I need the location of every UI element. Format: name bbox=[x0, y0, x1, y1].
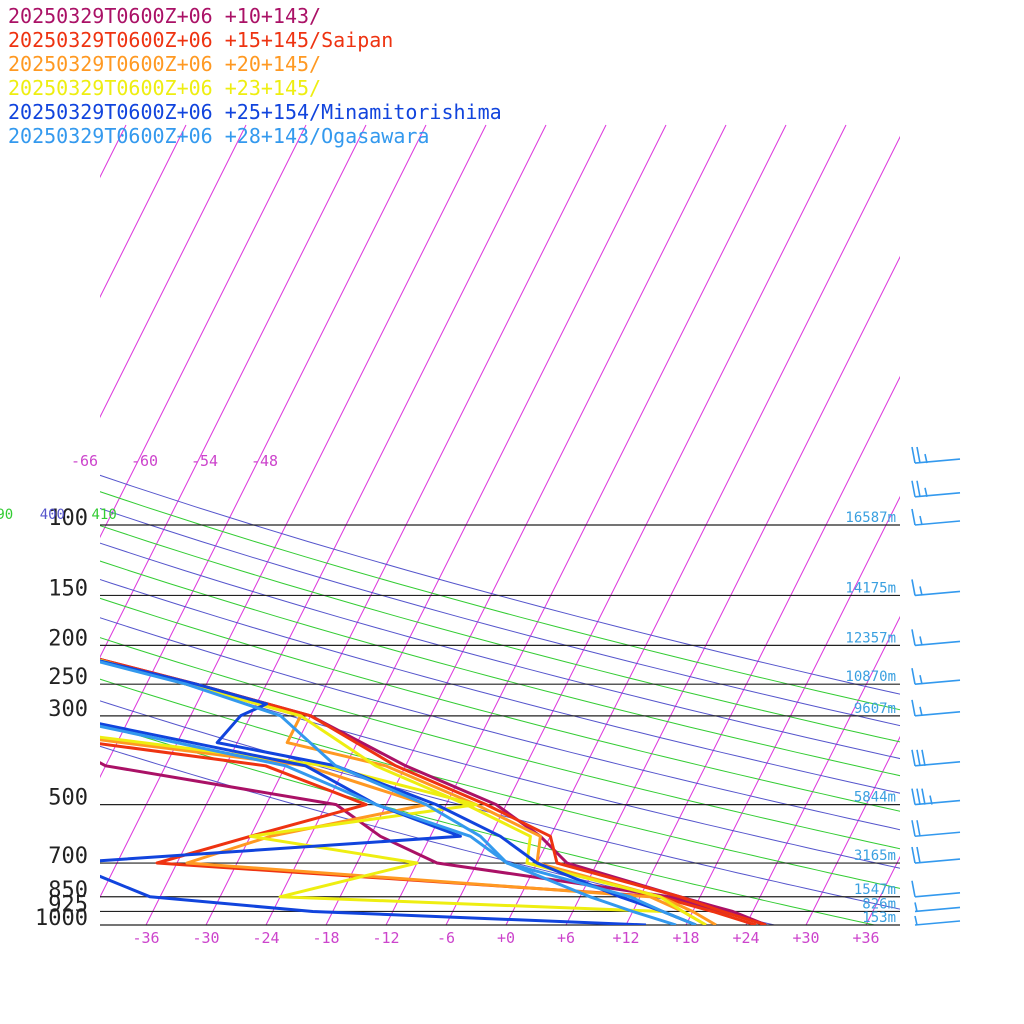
series-5-dewpoint-line bbox=[100, 724, 677, 925]
isotherm-line bbox=[0, 125, 6, 925]
dry-adiabat-line bbox=[100, 525, 900, 743]
dry-adiabat-line bbox=[100, 474, 900, 695]
wind-barb bbox=[911, 699, 961, 717]
wind-barb bbox=[911, 629, 961, 647]
height-label: 12357m bbox=[845, 630, 896, 646]
isotherm-line bbox=[100, 124, 247, 419]
height-label: 1547m bbox=[854, 882, 896, 898]
height-label: 14175m bbox=[845, 580, 896, 596]
pressure-label: 850 bbox=[48, 878, 88, 903]
series-2-temperature-line bbox=[100, 658, 717, 925]
series-4-dewpoint-line bbox=[100, 722, 647, 925]
legend-entry-0: 20250329T0600Z+06 +10+143/ bbox=[8, 4, 322, 28]
pressure-label: 925 bbox=[48, 892, 88, 917]
dry-adiabat-line bbox=[100, 507, 900, 727]
series-1-temperature-line bbox=[100, 657, 767, 925]
pressure-label: 1000 bbox=[35, 906, 88, 931]
legend: 20250329T0600Z+06 +10+143/ 20250329T0600… bbox=[8, 4, 502, 148]
isobar-lines bbox=[100, 524, 900, 926]
height-label: 16587m bbox=[845, 510, 896, 526]
isotherm-label: -54 bbox=[191, 452, 218, 470]
temperature-tick-label: +36 bbox=[852, 929, 879, 947]
dry-adiabat-line bbox=[100, 722, 877, 925]
wind-barbs bbox=[911, 446, 961, 926]
pressure-label: 500 bbox=[48, 786, 88, 811]
wind-barb bbox=[911, 446, 961, 464]
dry-adiabat-line bbox=[100, 597, 900, 812]
isotherm-line bbox=[986, 125, 1024, 925]
legend-entry-2: 20250329T0600Z+06 +20+145/ bbox=[8, 52, 322, 76]
dry-adiabat-line bbox=[100, 678, 900, 889]
temperature-tick-label: +6 bbox=[557, 929, 575, 947]
temperature-tick-label: +0 bbox=[497, 929, 515, 947]
pressure-label: 700 bbox=[48, 844, 88, 869]
height-label: 5844m bbox=[854, 790, 896, 806]
theta-label: 400 bbox=[40, 507, 65, 523]
dry-adiabat-line bbox=[100, 637, 900, 850]
isotherm-line bbox=[805, 735, 900, 925]
wind-barb bbox=[911, 880, 961, 898]
wind-barb bbox=[911, 846, 961, 864]
temperature-tick-label: +12 bbox=[612, 929, 639, 947]
temperature-tick-label: -6 bbox=[437, 929, 455, 947]
temperature-tick-label: +18 bbox=[672, 929, 699, 947]
temperature-tick-label: +24 bbox=[732, 929, 759, 947]
series-1-dewpoint-line bbox=[100, 742, 757, 925]
height-label: 3165m bbox=[854, 848, 896, 864]
pressure-label: 100 bbox=[48, 506, 88, 531]
isotherm-label: -66 bbox=[71, 452, 98, 470]
height-label: 10870m bbox=[845, 669, 896, 685]
wind-barb bbox=[911, 480, 961, 498]
height-label: 826m bbox=[862, 896, 896, 912]
isotherm-label: -48 bbox=[251, 452, 278, 470]
series-0-temperature-line bbox=[100, 657, 767, 925]
wind-barb bbox=[911, 788, 961, 806]
isotherm-label: -60 bbox=[131, 452, 158, 470]
wind-barb bbox=[914, 915, 961, 926]
wind-barb bbox=[911, 820, 961, 838]
dry-adiabat-line bbox=[100, 578, 900, 794]
pressure-label: 150 bbox=[48, 576, 88, 601]
series-5-temperature-line bbox=[100, 660, 697, 925]
pressure-label: 200 bbox=[48, 626, 88, 651]
legend-entry-1: 20250329T0600Z+06 +15+145/Saipan bbox=[8, 28, 394, 52]
wind-barb bbox=[911, 668, 961, 685]
sounding-series bbox=[100, 657, 767, 925]
series-4-temperature-line bbox=[100, 659, 697, 925]
temperature-tick-label: -36 bbox=[132, 929, 159, 947]
theta-label: 410 bbox=[92, 507, 117, 523]
pressure-label: 250 bbox=[48, 665, 88, 690]
temperature-tick-label: -24 bbox=[252, 929, 279, 947]
legend-entry-4: 20250329T0600Z+06 +25+154/Minamitorishim… bbox=[8, 100, 502, 124]
wind-barb bbox=[911, 579, 961, 597]
series-3-temperature-line bbox=[100, 658, 707, 925]
temperature-tick-label: -18 bbox=[312, 929, 339, 947]
height-label: 9607m bbox=[854, 701, 896, 717]
pressure-label: 300 bbox=[48, 697, 88, 722]
theta-label: 390 bbox=[0, 507, 13, 523]
legend-entry-5: 20250329T0600Z+06 +28+143/Ogasawara bbox=[8, 124, 430, 148]
wind-barb bbox=[911, 508, 961, 526]
wind-barb bbox=[911, 749, 961, 767]
temperature-tick-label: -12 bbox=[372, 929, 399, 947]
temperature-tick-label: +30 bbox=[792, 929, 819, 947]
dry-adiabat-line bbox=[100, 560, 900, 777]
dry-adiabat-line bbox=[100, 617, 900, 831]
isotherm-line bbox=[100, 124, 187, 299]
dry-adiabat-line bbox=[100, 657, 900, 869]
dry-adiabat-line bbox=[100, 542, 900, 760]
dry-adiabat-line bbox=[100, 491, 900, 711]
wind-barb bbox=[914, 902, 961, 913]
height-label: 153m bbox=[862, 910, 896, 926]
isotherm-line bbox=[926, 125, 1024, 925]
legend-entry-3: 20250329T0600Z+06 +23+145/ bbox=[8, 76, 322, 100]
temperature-tick-label: -30 bbox=[192, 929, 219, 947]
axis-labels: 100 16587m 150 14175m 200 12357m 250 10870m 300 9… bbox=[0, 452, 896, 947]
